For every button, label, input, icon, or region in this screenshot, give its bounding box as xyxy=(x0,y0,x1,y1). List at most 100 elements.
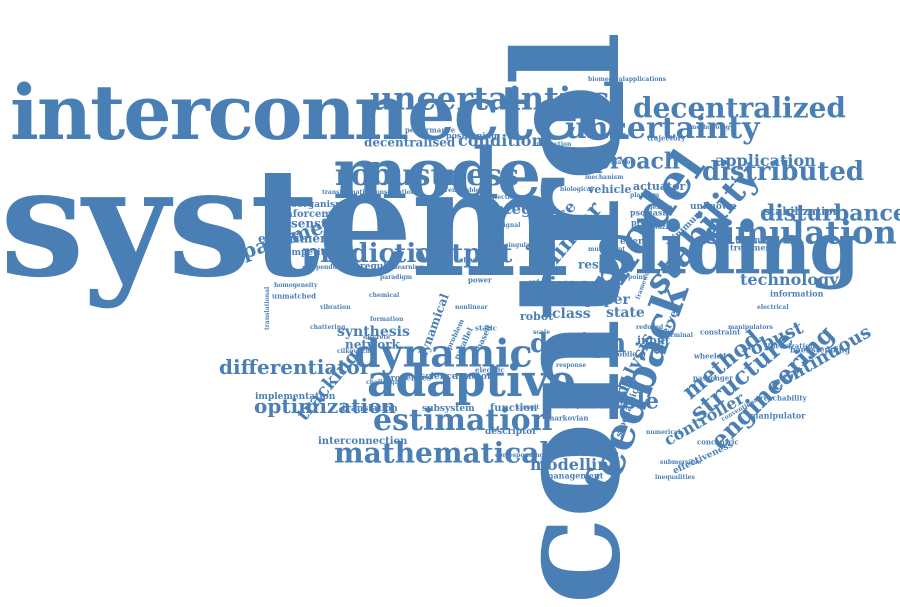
cloud-word: learning xyxy=(395,264,424,272)
cloud-word: pendulum xyxy=(316,264,350,272)
cloud-word: dynamic xyxy=(354,330,533,376)
cloud-word: nonlinear xyxy=(455,304,488,312)
cloud-word: consensus xyxy=(267,216,337,231)
cloud-word: robot xyxy=(520,310,554,324)
cloud-word: transformation xyxy=(322,189,373,197)
cloud-word: differentiator xyxy=(219,355,371,379)
cloud-word: paper xyxy=(585,291,630,308)
cloud-word: design xyxy=(530,329,627,360)
cloud-word: technology xyxy=(740,270,839,290)
cloud-word: singular xyxy=(505,242,533,250)
cloud-word: implementation xyxy=(255,391,336,402)
cloud-word: unknown xyxy=(690,201,737,212)
cloud-word: management xyxy=(545,470,604,481)
cloud-word: function xyxy=(490,403,538,414)
cloud-word: multiagent xyxy=(588,246,626,254)
cloud-word: regular xyxy=(360,261,398,272)
cloud-word: unmatched xyxy=(272,291,317,301)
cloud-word: condition xyxy=(458,131,544,151)
cloud-word: uncertainty xyxy=(565,111,760,146)
cloud-word: result xyxy=(578,257,618,272)
cloud-word: rule xyxy=(540,224,554,232)
cloud-word: trajectory xyxy=(647,133,686,143)
cloud-word: methodology xyxy=(690,124,734,132)
cloud-word: response xyxy=(556,362,587,370)
cloud-word: energy xyxy=(620,236,655,247)
cloud-word: modelling xyxy=(530,455,621,475)
cloud-word: terminal xyxy=(664,332,693,340)
cloud-word: static xyxy=(475,323,497,333)
cloud-word: point xyxy=(628,274,646,282)
cloud-word: biological xyxy=(560,186,594,194)
cloud-word: chemical xyxy=(369,292,400,300)
cloud-word: decentralized xyxy=(633,91,847,125)
cloud-word: platform xyxy=(630,192,660,200)
cloud-word: state xyxy=(606,304,645,321)
cloud-word: free xyxy=(528,269,542,277)
cloud-word: markovian xyxy=(547,413,589,423)
cloud-word: reachability xyxy=(760,393,807,403)
cloud-word: homogeneity xyxy=(274,282,318,290)
cloud-word: phase xyxy=(558,345,581,355)
cloud-word: class xyxy=(552,305,591,322)
cloud-word: psoriasis xyxy=(630,207,670,218)
cloud-word: interaction xyxy=(534,141,572,149)
cloud-word: reduced xyxy=(636,324,664,332)
cloud-word: linearization xyxy=(765,341,815,351)
cloud-word: wheeled xyxy=(694,351,727,361)
cloud-word: cilkovitch xyxy=(337,348,370,356)
cloud-word: uncertainties xyxy=(370,79,610,118)
cloud-word: predictive xyxy=(302,239,448,270)
cloud-word: power xyxy=(468,275,492,285)
cloud-word: automation xyxy=(596,159,635,167)
cloud-word: conservation xyxy=(372,189,416,197)
cloud-word: technique xyxy=(735,234,780,245)
cloud-word: vibration xyxy=(320,304,351,312)
cloud-word: performance xyxy=(405,125,456,135)
cloud-word: science xyxy=(420,371,458,382)
cloud-word: optimization xyxy=(254,394,396,418)
cloud-word: mathematical xyxy=(334,436,551,470)
cloud-word: sliding xyxy=(596,205,860,291)
cloud-word: translation xyxy=(342,403,398,414)
cloud-word: simulation xyxy=(705,213,897,252)
cloud-word: experimental xyxy=(258,231,347,246)
cloud-word: estimation xyxy=(373,403,553,438)
cloud-word: concentric xyxy=(697,437,739,447)
cloud-word: competitive xyxy=(280,247,340,258)
cloud-word: manipulator xyxy=(750,410,806,421)
cloud-word: backstepping xyxy=(790,344,851,355)
cloud-word: properties xyxy=(385,372,432,383)
cloud-word: input xyxy=(637,334,670,348)
cloud-word: approach xyxy=(565,148,680,175)
cloud-word: translational xyxy=(264,286,272,330)
cloud-word: reactor xyxy=(455,371,492,382)
cloud-word: fuzzy xyxy=(655,224,673,232)
cloud-word: output xyxy=(415,239,513,270)
cloud-word: electrical xyxy=(757,304,789,312)
cloud-word: network xyxy=(345,337,400,352)
cloud-word: challenging xyxy=(366,379,406,387)
cloud-word: robustness xyxy=(335,158,520,193)
cloud-word: corresponding xyxy=(495,452,544,460)
cloud-word: reinforcement xyxy=(270,209,351,220)
cloud-word: application xyxy=(715,151,816,171)
cloud-word: interconnected xyxy=(10,68,630,158)
cloud-word: formation xyxy=(370,316,404,324)
cloud-word: circuit xyxy=(517,404,540,412)
cloud-word: renewable xyxy=(445,187,480,195)
cloud-word: actuator xyxy=(633,180,686,194)
cloud-word: decentralised xyxy=(364,135,456,150)
cloud-word: constraint xyxy=(700,327,741,337)
cloud-word: distributed xyxy=(702,157,865,188)
cloud-word: passenger xyxy=(693,373,733,383)
cloud-word: stabilization xyxy=(764,205,841,219)
cloud-word: time xyxy=(540,272,591,296)
cloud-word: system xyxy=(0,135,569,311)
cloud-word: submersible xyxy=(660,459,702,467)
cloud-word: manipulators xyxy=(728,324,773,332)
cloud-word: variable xyxy=(560,388,659,415)
cloud-word: chattering xyxy=(310,324,346,332)
cloud-word: microorganism xyxy=(268,199,345,210)
